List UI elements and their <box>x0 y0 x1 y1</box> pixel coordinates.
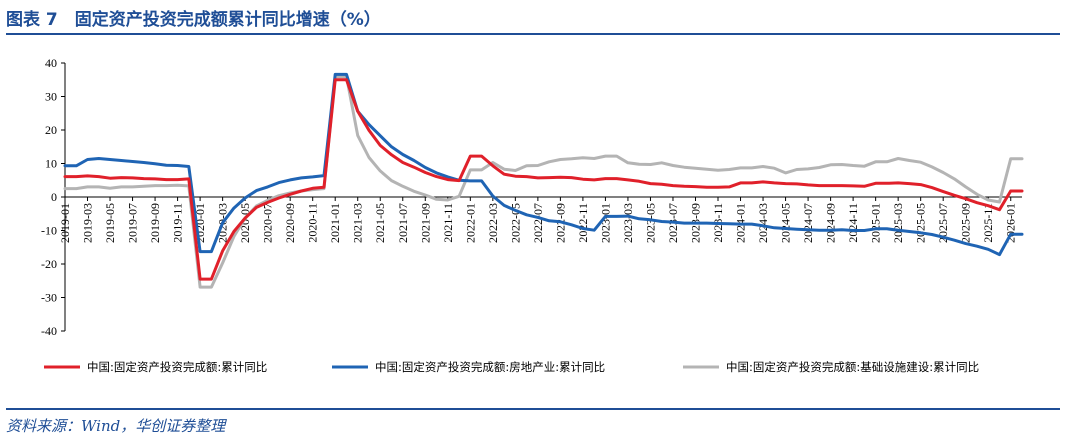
x-tick-label: 2024-03 <box>756 203 770 243</box>
x-tick-label: 2020-09 <box>283 203 297 243</box>
x-tick-label: 2024-07 <box>801 203 815 243</box>
x-tick-label: 2025-03 <box>891 203 905 243</box>
x-tick-label: 2025-11 <box>981 203 995 243</box>
x-tick-label: 2023-03 <box>621 203 635 243</box>
x-tick-label: 2025-07 <box>936 203 950 243</box>
y-tick-label: -40 <box>41 324 57 338</box>
x-tick-label: 2024-09 <box>824 203 838 243</box>
x-tick-label: 2023-01 <box>598 203 612 243</box>
x-tick-label: 2019-05 <box>103 203 117 243</box>
y-tick-label: 20 <box>45 123 57 137</box>
x-tick-label: 2021-11 <box>441 203 455 243</box>
y-tick-label: -20 <box>41 257 57 271</box>
x-tick-label: 2024-05 <box>779 203 793 243</box>
x-tick-label: 2021-03 <box>351 203 365 243</box>
x-tick-label: 2019-07 <box>126 203 140 243</box>
x-tick-label: 2023-05 <box>643 203 657 243</box>
series-line-1 <box>63 78 1024 281</box>
x-tick-label: 2021-07 <box>396 203 410 243</box>
x-tick-label: 2021-09 <box>418 203 432 243</box>
x-tick-label: 2019-09 <box>148 203 162 243</box>
x-tick-label: 2022-01 <box>463 203 477 243</box>
y-tick-label: -30 <box>41 291 57 305</box>
y-tick-label: 10 <box>45 157 57 171</box>
x-tick-label: 2022-11 <box>576 203 590 243</box>
legend-label-1: 中国:固定资产投资完成额:累计同比 <box>87 360 267 374</box>
y-tick-label: -10 <box>41 224 57 238</box>
y-tick-label: 40 <box>45 56 57 70</box>
x-tick-label: 2025-01 <box>869 203 883 243</box>
x-tick-label: 2025-05 <box>914 203 928 243</box>
y-tick-label: 0 <box>51 190 57 204</box>
source-note: 资料来源：Wind，华创证券整理 <box>6 417 226 435</box>
x-tick-label: 2021-01 <box>328 203 342 243</box>
y-tick-label: 30 <box>45 90 57 104</box>
x-tick-label: 2019-01 <box>58 203 72 243</box>
x-tick-label: 2020-11 <box>306 203 320 243</box>
series-lines <box>63 72 1024 289</box>
x-axis: 2019-01 2019-03 2019-05 2019-07 2019-09 2019-… <box>58 196 1022 243</box>
legend-label-2: 中国:固定资产投资完成额:房地产业:累计同比 <box>375 360 605 374</box>
legend-label-3: 中国:固定资产投资完成额:基础设施建设:累计同比 <box>726 360 979 374</box>
x-tick-label: 2022-03 <box>486 203 500 243</box>
series-line-3 <box>63 75 1024 289</box>
x-tick-label: 2022-07 <box>531 203 545 243</box>
footer-divider <box>6 408 1060 410</box>
x-tick-label: 2024-11 <box>846 203 860 243</box>
x-tick-label: 2019-11 <box>171 203 185 243</box>
x-tick-label: 2025-09 <box>959 203 973 243</box>
legend: 中国:固定资产投资完成额:累计同比 中国:固定资产投资完成额:房地产业:累计同比 中… <box>44 360 979 374</box>
x-tick-label: 2019-03 <box>81 203 95 243</box>
title-divider <box>6 33 1060 35</box>
chart-title: 图表 7 固定资产投资完成额累计同比增速（%） <box>6 10 381 30</box>
series-line-2 <box>63 72 1024 257</box>
x-tick-label: 2020-07 <box>261 203 275 243</box>
y-axis: 40 30 20 10 0 -10 -20 -30 -40 <box>41 56 66 338</box>
x-tick-label: 2021-05 <box>373 203 387 243</box>
